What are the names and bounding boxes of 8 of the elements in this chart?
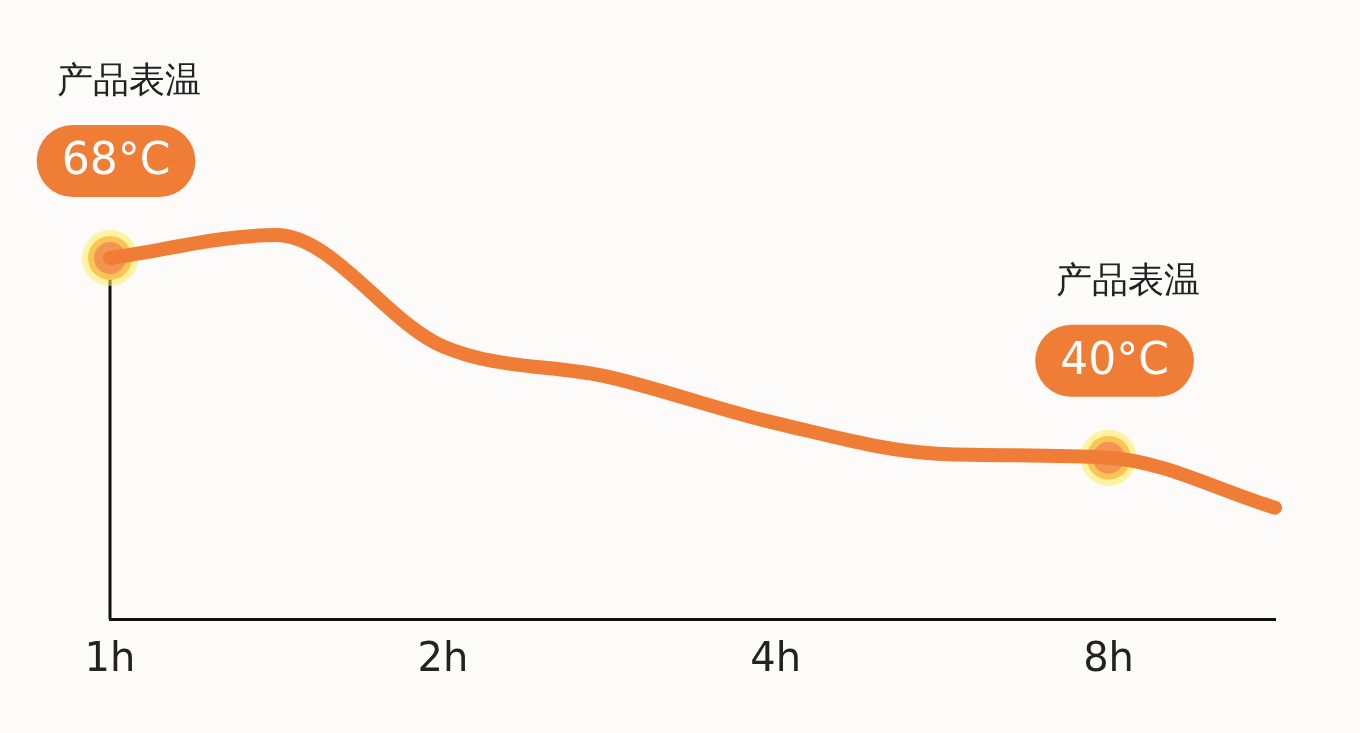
text: 68°C [61, 133, 171, 185]
x-tick-label: 4h [750, 634, 802, 681]
annotation: 产品表温 [1055, 259, 1200, 301]
x-tick-label: 1h [84, 634, 136, 681]
x-tick-label: 2h [417, 634, 469, 681]
text: 产品表温 [57, 59, 201, 101]
text: 40°C [1060, 333, 1169, 385]
x-tick-label: 8h [1083, 634, 1134, 681]
